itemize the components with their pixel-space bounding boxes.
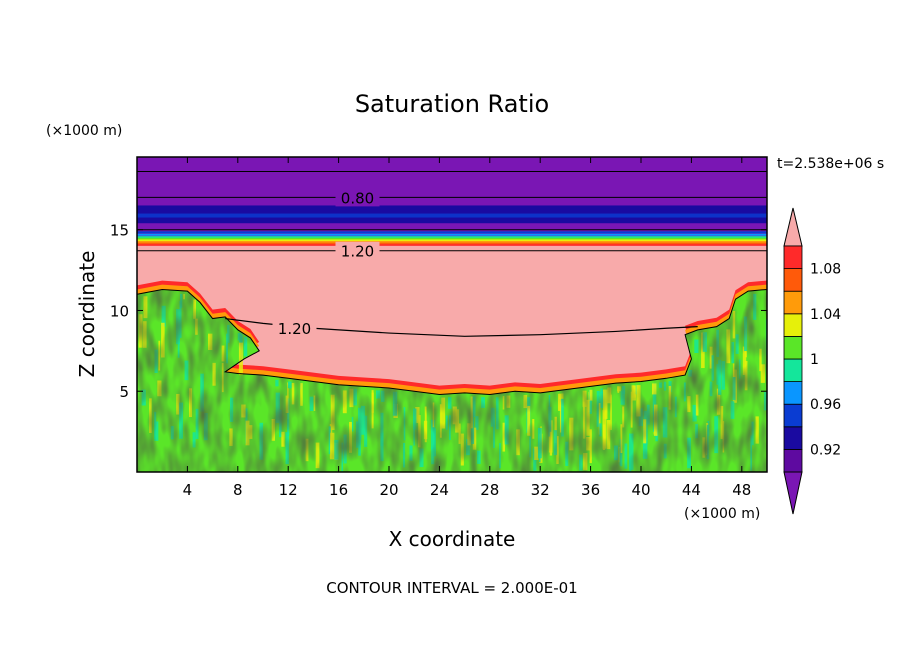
transition-band-5 [137,241,767,243]
contour-label: 1.20 [341,243,374,261]
x-tick-label: 16 [329,481,348,499]
colorbar-segment [783,268,803,292]
x-tick-label: 44 [682,481,701,499]
x-axis-label: X coordinate [389,527,516,551]
colorbar-tick-label: 1.04 [810,307,841,323]
colorbar-tick-label: 0.96 [810,397,841,413]
x-units-label: (×1000 m) [684,506,760,522]
transition-band-7 [137,244,767,247]
time-label: t=2.538e+06 s [777,156,884,172]
y-units-label: (×1000 m) [46,123,122,139]
x-tick-label: 20 [379,481,398,499]
transition-band-3 [137,237,767,240]
x-tick-label: 4 [183,481,193,499]
transition-band-1 [137,233,767,236]
colorbar-segment [783,358,803,383]
colorbar-segment [783,245,803,270]
colorbar-tick-label: 0.92 [810,442,841,458]
colorbar-segment [783,313,803,337]
colorbar-over-arrow [783,207,803,247]
x-tick-label: 24 [430,481,449,499]
y-tick-label: 10 [110,302,129,320]
contour-label: 1.20 [278,320,311,338]
contour-label-bg [335,188,380,207]
y-tick-label: 15 [110,222,129,240]
transition-band-4 [137,239,767,242]
colorbar-segment [783,381,803,405]
colorbar-segment [783,403,803,428]
dry-band-core [137,213,767,218]
colorbar-segment [783,426,803,450]
colorbar-tick-label: 1 [810,352,819,368]
heatmap-field [137,157,767,472]
transition-band-2 [137,236,767,239]
y-tick-label: 5 [119,383,129,401]
x-tick-label: 36 [581,481,600,499]
transition-band-0 [137,231,767,234]
colorbar-tick-label: 1.08 [810,262,841,278]
colorbar: 1.08 1.04 1 0.96 0.92 [783,207,841,515]
x-tick-label: 32 [531,481,550,499]
contour-labels: 0.80 1.20 1.20 [272,188,380,338]
y-axis-label: Z coordinate [75,251,99,378]
plot-frame [136,156,768,473]
contour-label-bg [272,319,317,338]
x-tick-label: 40 [631,481,650,499]
x-tick-label: 12 [279,481,298,499]
colorbar-segment [783,335,803,360]
x-tick-label: 48 [732,481,751,499]
contour-interval-note: CONTOUR INTERVAL = 2.000E-01 [326,579,577,597]
chart-title: Saturation Ratio [355,90,549,118]
x-tick-label: 28 [480,481,499,499]
colorbar-segment [783,290,803,315]
transition-band-6 [137,242,767,245]
contour-label: 0.80 [341,189,374,207]
x-tick-label: 8 [233,481,243,499]
colorbar-segment [783,448,803,473]
colorbar-under-arrow [783,471,803,515]
cloud-contour [137,288,767,472]
contour-label-bg [335,241,380,260]
